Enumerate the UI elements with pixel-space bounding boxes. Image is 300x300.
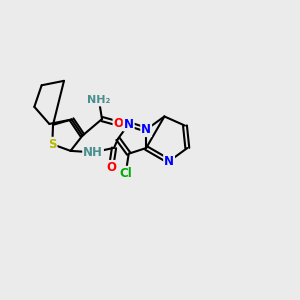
Text: NH: NH	[83, 146, 103, 159]
Text: O: O	[106, 161, 116, 174]
Text: S: S	[48, 138, 57, 151]
Text: N: N	[141, 123, 151, 136]
Text: NH₂: NH₂	[87, 95, 111, 106]
Text: O: O	[113, 117, 124, 130]
Text: Cl: Cl	[119, 167, 132, 180]
Text: N: N	[124, 118, 134, 130]
Text: N: N	[164, 155, 174, 168]
